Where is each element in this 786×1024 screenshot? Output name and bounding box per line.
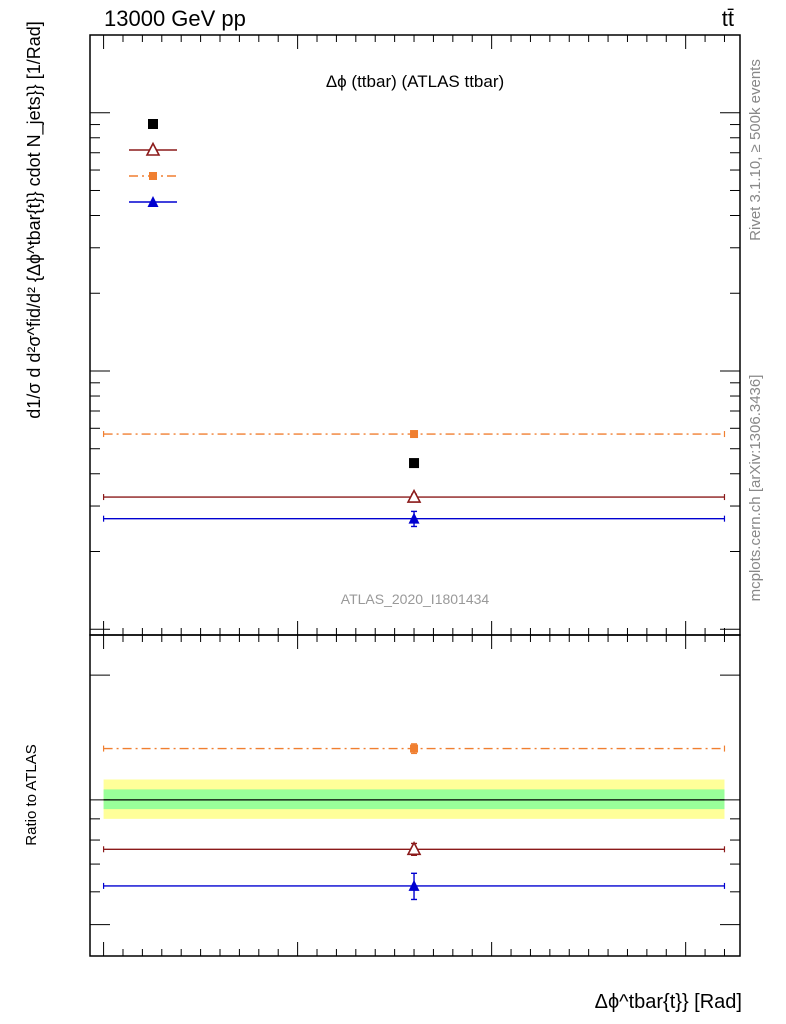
legend — [129, 119, 177, 207]
main-panel: Δϕ (ttbar) (ATLAS ttbar) ATLAS_2020_I180… — [24, 21, 741, 636]
ratio-y-axis-label: Ratio to ATLAS — [23, 744, 40, 845]
square-marker — [409, 458, 420, 469]
ratio-axis-ticks — [90, 635, 740, 956]
triangle-marker — [408, 879, 420, 891]
x-axis-label: Δϕ^tbar{t}} [Rad] — [595, 991, 742, 1013]
main-watermark: ATLAS_2020_I1801434 — [341, 591, 490, 607]
ratio-data-marks — [102, 743, 726, 901]
square-marker — [148, 119, 158, 129]
triangle-marker — [408, 512, 420, 524]
main-frame — [89, 34, 741, 636]
main-axis-ticks — [90, 34, 740, 635]
header-left-label: 13000 GeV pp — [104, 6, 246, 31]
square-marker — [410, 430, 419, 439]
square-marker — [410, 744, 419, 753]
main-y-axis-label: d1/σ d d²σ^fid/d² {Δϕ^tbar{t}} cdot N_je… — [24, 21, 45, 418]
triangle-marker — [147, 196, 159, 207]
header-right-label: tt̄ — [721, 6, 734, 31]
main-data-marks — [102, 430, 726, 528]
open-triangle-marker — [406, 841, 422, 856]
open-triangle-marker — [145, 141, 161, 156]
mcplots-label: mcplots.cern.ch [arXiv:1306.3436] — [747, 375, 764, 602]
main-title: Δϕ (ttbar) (ATLAS ttbar) — [326, 72, 504, 91]
ratio-panel: Ratio to ATLAS Δϕ^tbar{t}} [Rad] — [23, 634, 742, 1013]
open-triangle-marker — [406, 488, 422, 503]
rivet-version-label: Rivet 3.1.10, ≥ 500k events — [747, 59, 764, 241]
ratio-frame — [89, 634, 741, 957]
ratio-uncertainty-bands — [103, 779, 725, 819]
square-marker — [149, 172, 157, 180]
ratio-inner-band — [103, 789, 725, 810]
